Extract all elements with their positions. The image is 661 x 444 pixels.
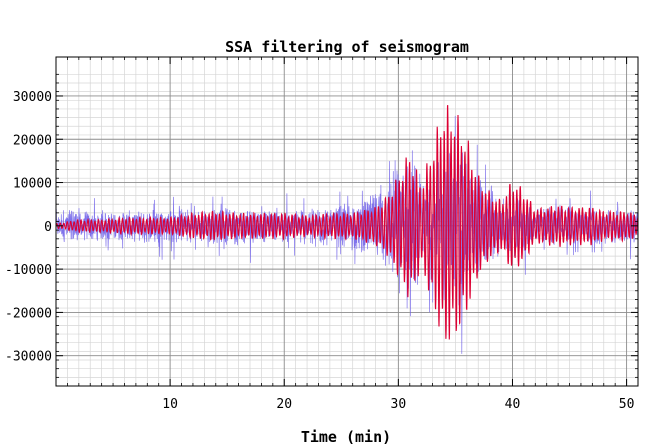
x-tick-label: 10 <box>162 397 178 412</box>
y-tick-label: 20000 <box>13 133 52 148</box>
tick-labels: 10 20 30 40 50 30000 20000 10000 0 -10000 -20000 -3… <box>5 90 634 412</box>
axis-ticks <box>56 57 638 386</box>
y-tick-label: 0 <box>44 220 52 235</box>
x-tick-label: 20 <box>276 397 292 412</box>
y-tick-label: -10000 <box>5 263 52 278</box>
raw-seismogram-line <box>55 115 639 354</box>
x-axis-label: Time (min) <box>301 428 391 444</box>
x-tick-label: 30 <box>391 397 407 412</box>
y-tick-label: -20000 <box>5 306 52 321</box>
ssa-filtered-line <box>55 105 639 340</box>
plot-area <box>55 105 639 354</box>
chart-title: SSA filtering of seismogram <box>225 38 469 56</box>
y-tick-label: -30000 <box>5 350 52 365</box>
x-tick-label: 50 <box>619 397 635 412</box>
y-tick-label: 30000 <box>13 90 52 105</box>
y-tick-label: 10000 <box>13 177 52 192</box>
x-tick-label: 40 <box>505 397 521 412</box>
